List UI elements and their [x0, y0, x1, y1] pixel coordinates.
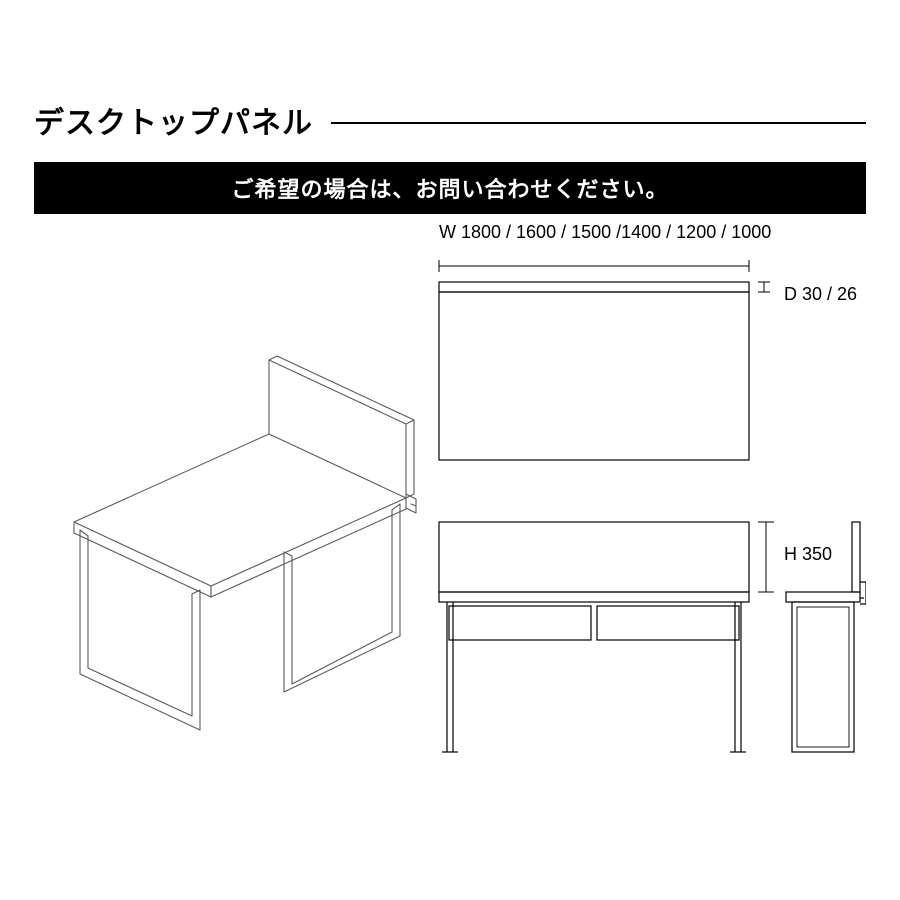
- top-view: [439, 260, 770, 460]
- page-title: デスクトップパネル: [34, 98, 313, 142]
- isometric-view: [74, 356, 416, 730]
- front-view: [439, 522, 774, 752]
- drawing-stage: W 1800 / 1600 / 1500 /1400 / 1200 / 1000…: [34, 222, 866, 862]
- title-rule: [331, 122, 866, 124]
- technical-drawings: [34, 222, 866, 862]
- contact-banner: ご希望の場合は、お問い合わせください。: [34, 162, 866, 214]
- side-view: [786, 522, 866, 752]
- title-row: デスクトップパネル: [34, 98, 866, 142]
